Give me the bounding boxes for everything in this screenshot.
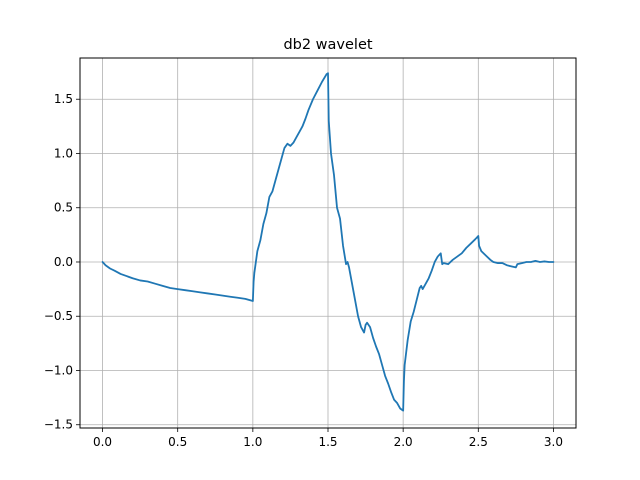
y-tick-label: −1.0 [44,363,73,377]
y-tick-label: 1.0 [54,146,73,160]
y-tick-label: 1.5 [54,92,73,106]
y-tick-label: −1.5 [44,418,73,432]
x-axis: 0.0 0.5 1.0 1.5 2.0 2.5 3.0 [93,428,563,449]
x-tick-label: 1.0 [243,435,262,449]
x-tick-label: 2.0 [394,435,413,449]
y-axis: −1.5 −1.0 −0.5 0.0 0.5 1.0 1.5 [44,92,80,432]
wavelet-line [101,72,555,412]
x-tick-label: 1.5 [318,435,337,449]
chart-title: db2 wavelet [283,37,372,53]
series-layer [101,72,555,412]
x-tick-label: 0.5 [168,435,187,449]
y-tick-label: 0.0 [54,255,73,269]
y-tick-label: 0.5 [54,201,73,215]
x-tick-label: 0.0 [93,435,112,449]
y-tick-label: −0.5 [44,309,73,323]
x-tick-label: 3.0 [544,435,563,449]
x-tick-label: 2.5 [469,435,488,449]
